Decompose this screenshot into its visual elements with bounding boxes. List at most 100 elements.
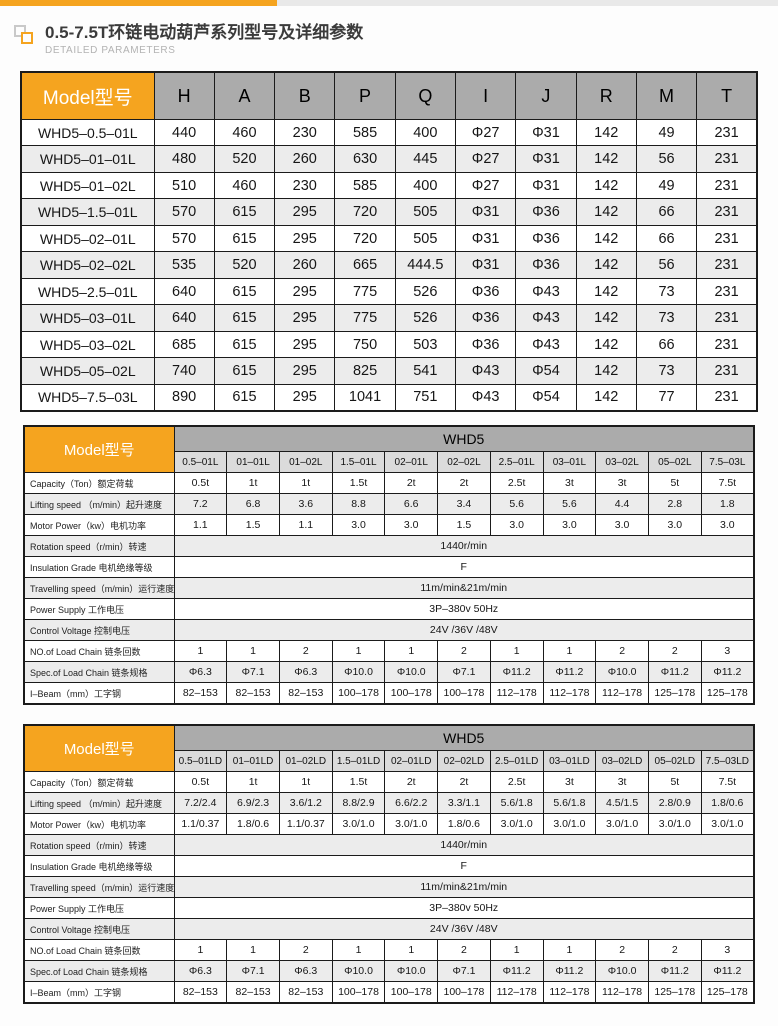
dim-value-cell: 1041 <box>334 383 396 412</box>
spec-span-value: F <box>173 556 755 579</box>
spec-value-cell: 3.0/1.0 <box>647 813 702 836</box>
dim-value-cell: 526 <box>394 304 456 332</box>
spec-col-header: 01–01L <box>226 451 280 474</box>
dim-value-cell: Φ27 <box>454 145 517 173</box>
spec-value-cell: 3.0/1.0 <box>542 813 597 836</box>
dim-value-cell: 720 <box>334 224 396 253</box>
dim-value-cell: 720 <box>334 198 396 226</box>
spec-value-cell: 2 <box>437 640 491 663</box>
spec-value-cell: 1 <box>331 640 386 663</box>
dim-value-cell: 142 <box>575 304 637 332</box>
spec-col-header: 05–02L <box>647 451 702 474</box>
spec-value-cell: Φ10.0 <box>384 661 439 684</box>
spec-value-cell: 3.6/1.2 <box>278 792 333 815</box>
spec-value-cell: 2 <box>647 939 702 962</box>
dim-col-header: Q <box>394 71 456 120</box>
model-cell: WHD5–01–02L <box>20 171 155 200</box>
dim-value-cell: 740 <box>153 357 215 385</box>
dim-value-cell: 505 <box>394 198 456 226</box>
top-accent-bar <box>0 0 778 6</box>
dim-table-row: WHD5–03–02L 685 615 295 750 503 Φ36 Φ43 142 66 231 <box>20 330 758 359</box>
spec-value-cell: 3 <box>700 640 755 663</box>
dim-col-header: M <box>635 71 698 120</box>
spec-value-cell: 7.2 <box>173 493 228 516</box>
dim-value-cell: Φ31 <box>515 145 577 173</box>
spec-table-row: Insulation Grade 电机绝缘等级 F <box>23 855 755 878</box>
dim-value-cell: 231 <box>696 330 758 359</box>
dim-table-row: WHD5–02–01L 570 615 295 720 505 Φ31 Φ36 142 66 231 <box>20 224 758 253</box>
dim-value-cell: 49 <box>635 171 698 200</box>
spec-l-group-row: Model型号 WHD5 <box>23 425 755 474</box>
dim-value-cell: Φ54 <box>515 383 577 412</box>
dim-col-header: J <box>515 71 577 120</box>
spec-value-cell: 100–178 <box>384 981 439 1004</box>
dim-value-cell: 73 <box>635 277 698 306</box>
spec-value-cell: 1 <box>226 939 280 962</box>
spec-value-cell: 3.0/1.0 <box>595 813 649 836</box>
dim-value-cell: 230 <box>274 118 336 147</box>
dim-value-cell: 640 <box>153 304 215 332</box>
dim-col-header: B <box>274 71 336 120</box>
spec-value-cell: 3t <box>542 472 597 495</box>
spec-value-cell: 100–178 <box>437 682 491 705</box>
spec-col-header: 7.5–03L <box>700 451 755 474</box>
dim-value-cell: Φ27 <box>454 118 517 147</box>
spec-value-cell: 3 <box>700 939 755 962</box>
dim-value-cell: Φ31 <box>515 118 577 147</box>
spec-value-cell: 1.8/0.6 <box>437 813 491 836</box>
spec-table-row: Lifting speed （m/min）起升速度 7.2/2.4 6.9/2.3 3… <box>23 792 755 815</box>
spec-value-cell: 3.0/1.0 <box>700 813 755 836</box>
dim-value-cell: Φ31 <box>454 198 517 226</box>
spec-value-cell: 2.5t <box>489 771 544 794</box>
spec-value-cell: Φ6.3 <box>278 661 333 684</box>
spec-value-cell: 82–153 <box>226 682 280 705</box>
dim-table-row: WHD5–03–01L 640 615 295 775 526 Φ36 Φ43 142 73 231 <box>20 304 758 332</box>
spec-value-cell: 82–153 <box>173 682 228 705</box>
dim-value-cell: 260 <box>274 145 336 173</box>
spec-value-cell: 2t <box>437 472 491 495</box>
dim-col-header: H <box>153 71 215 120</box>
dim-table-row: WHD5–01–02L 510 460 230 585 400 Φ27 Φ31 142 49 231 <box>20 171 758 200</box>
dim-value-cell: 231 <box>696 224 758 253</box>
spec-value-cell: 82–153 <box>173 981 228 1004</box>
spec-l-group-header: WHD5 <box>173 425 755 453</box>
spec-value-cell: 3.0 <box>384 514 439 537</box>
spec-value-cell: 3.0/1.0 <box>384 813 439 836</box>
dim-value-cell: 630 <box>334 145 396 173</box>
dim-value-cell: 142 <box>575 145 637 173</box>
dim-value-cell: 231 <box>696 171 758 200</box>
top-accent-bar-gray <box>277 0 778 6</box>
model-cell: WHD5–03–02L <box>20 330 155 359</box>
spec-ld-group-row: Model型号 WHD5 <box>23 724 755 773</box>
spec-value-cell: 100–178 <box>331 682 386 705</box>
spec-value-cell: 112–178 <box>595 981 649 1004</box>
spec-table-row: Spec.of Load Chain 链条规格 Φ6.3 Φ7.1 Φ6.3 Φ10.0… <box>23 960 755 983</box>
spec-value-cell: 6.6/2.2 <box>384 792 439 815</box>
spec-value-cell: 1 <box>489 939 544 962</box>
dim-value-cell: 640 <box>153 277 215 306</box>
spec-row-label: NO.of Load Chain 链条回数 <box>23 939 175 962</box>
dim-value-cell: 585 <box>334 171 396 200</box>
model-cell: WHD5–05–02L <box>20 357 155 385</box>
spec-table-row: Control Voltage 控制电压 24V /36V /48V <box>23 619 755 642</box>
dim-value-cell: 66 <box>635 198 698 226</box>
dim-col-header: A <box>213 71 276 120</box>
spec-table-row: Rotation speed（r/min）转速 1440r/min <box>23 834 755 857</box>
dim-value-cell: Φ31 <box>454 251 517 279</box>
spec-table-row: Motor Power（kw）电机功率 1.1/0.37 1.8/0.6 1.1/0.… <box>23 813 755 836</box>
spec-value-cell: 2.8 <box>647 493 702 516</box>
dim-value-cell: Φ43 <box>515 330 577 359</box>
spec-table-row: I–Beam（mm）工字钢 82–153 82–153 82–153 100–178 10… <box>23 981 755 1004</box>
dim-value-cell: 685 <box>153 330 215 359</box>
spec-span-value: 1440r/min <box>173 834 755 857</box>
spec-row-label: Travelling speed（m/min）运行速度 <box>23 876 175 899</box>
dim-value-cell: 142 <box>575 118 637 147</box>
model-cell: WHD5–2.5–01L <box>20 277 155 306</box>
spec-table-row: Spec.of Load Chain 链条规格 Φ6.3 Φ7.1 Φ6.3 Φ10.0… <box>23 661 755 684</box>
dim-value-cell: Φ36 <box>454 330 517 359</box>
model-cell: WHD5–02–02L <box>20 251 155 279</box>
spec-value-cell: 7.2/2.4 <box>173 792 228 815</box>
dim-value-cell: Φ31 <box>454 224 517 253</box>
